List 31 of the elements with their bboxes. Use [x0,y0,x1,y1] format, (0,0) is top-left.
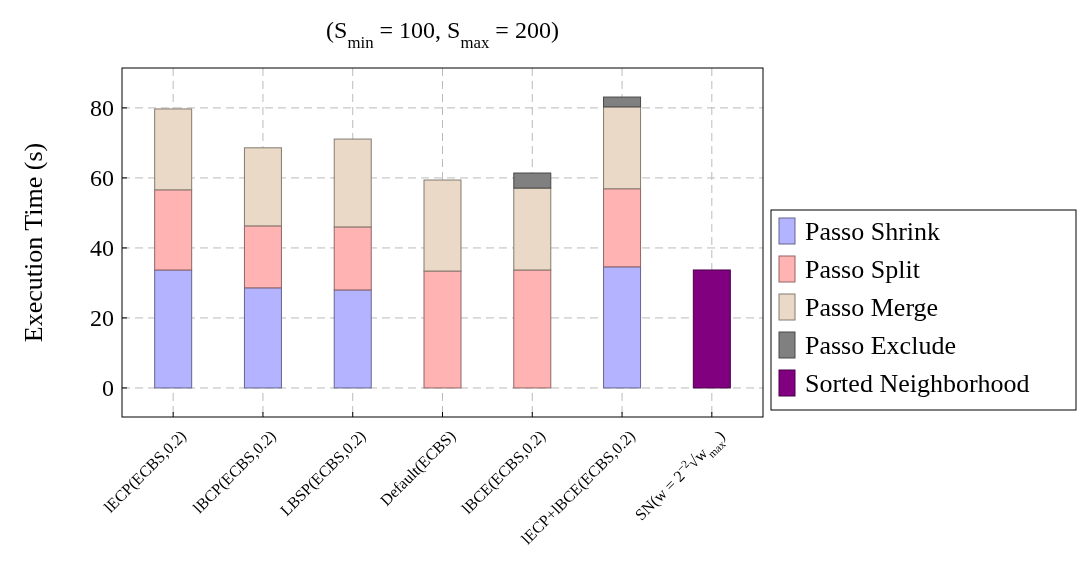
bar [333,289,372,389]
bar [243,225,282,289]
bar [513,187,552,271]
bar [692,269,731,389]
bar [154,189,193,271]
bar [603,188,642,268]
bar [513,172,552,189]
y-axis-title: Execution Time (s) [19,142,48,343]
y-tick-label: 80 [90,95,114,122]
bar [243,287,282,389]
legend-label: Passo Merge [805,293,939,323]
bar [154,108,193,191]
bar [603,266,642,389]
y-tick-label: 40 [90,235,114,262]
bar [423,179,462,272]
y-tick-label: 0 [102,375,114,402]
bar [154,269,193,389]
legend-label: Passo Shrink [805,217,941,247]
bar [243,147,282,227]
chart-title: (S$_{min}$ = 100, S$_{max}$ = 200) [326,17,559,52]
bar [423,270,462,389]
bar [603,106,642,190]
bar [603,96,642,108]
bar [513,269,552,389]
legend-label: Passo Split [805,255,921,285]
y-tick-label: 60 [90,165,114,192]
y-tick-label: 20 [90,305,114,332]
legend-label: Sorted Neighborhood [805,369,1030,399]
bar [333,226,372,291]
bar [333,138,372,228]
legend-label: Passo Exclude [805,331,956,361]
